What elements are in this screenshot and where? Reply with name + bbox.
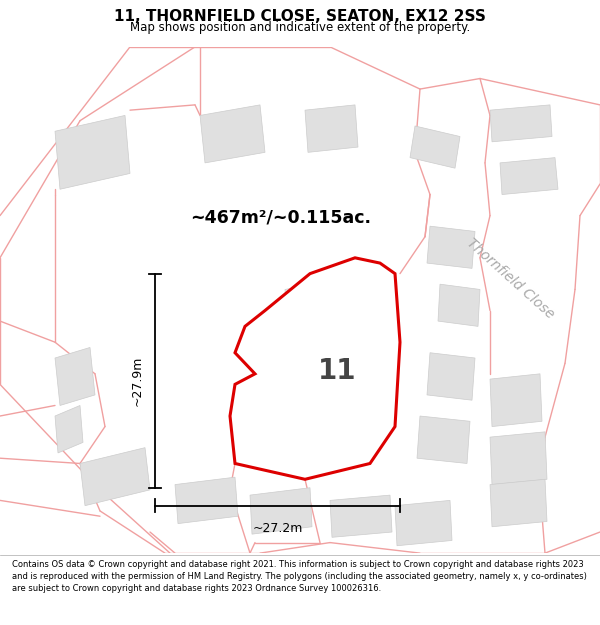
- Polygon shape: [305, 105, 358, 152]
- Polygon shape: [200, 105, 265, 163]
- Polygon shape: [395, 501, 452, 546]
- Text: Map shows position and indicative extent of the property.: Map shows position and indicative extent…: [130, 21, 470, 34]
- Polygon shape: [490, 105, 552, 142]
- Polygon shape: [490, 479, 547, 527]
- Polygon shape: [427, 226, 475, 268]
- Polygon shape: [438, 284, 480, 326]
- Polygon shape: [490, 432, 547, 484]
- Polygon shape: [500, 158, 558, 194]
- Polygon shape: [417, 416, 470, 464]
- Polygon shape: [80, 448, 150, 506]
- Polygon shape: [285, 279, 348, 342]
- Polygon shape: [55, 116, 130, 189]
- Polygon shape: [330, 495, 392, 538]
- Text: Thornfield Close: Thornfield Close: [464, 236, 556, 322]
- Text: 11: 11: [318, 357, 356, 385]
- Text: ~467m²/~0.115ac.: ~467m²/~0.115ac.: [190, 209, 371, 227]
- Text: ~27.9m: ~27.9m: [131, 356, 143, 406]
- Polygon shape: [230, 258, 400, 479]
- Polygon shape: [250, 488, 312, 534]
- Text: 11, THORNFIELD CLOSE, SEATON, EX12 2SS: 11, THORNFIELD CLOSE, SEATON, EX12 2SS: [114, 9, 486, 24]
- Polygon shape: [175, 478, 238, 524]
- Polygon shape: [427, 352, 475, 400]
- Text: ~27.2m: ~27.2m: [253, 522, 302, 536]
- Polygon shape: [410, 126, 460, 168]
- Text: Contains OS data © Crown copyright and database right 2021. This information is : Contains OS data © Crown copyright and d…: [12, 560, 587, 593]
- Polygon shape: [55, 348, 95, 406]
- Polygon shape: [55, 406, 83, 453]
- Polygon shape: [490, 374, 542, 426]
